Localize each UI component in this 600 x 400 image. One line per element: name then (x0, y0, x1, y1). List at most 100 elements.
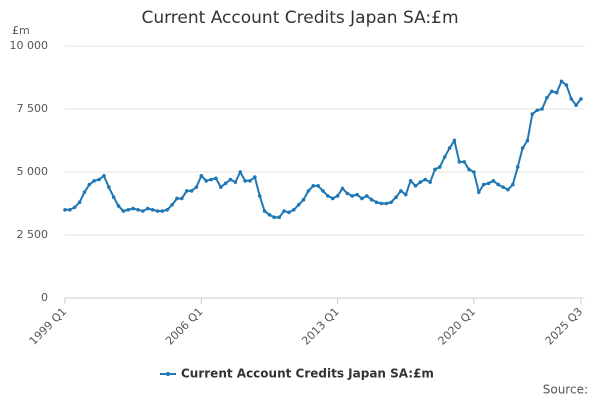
data-point (540, 107, 544, 111)
data-point (243, 179, 247, 183)
data-point (369, 197, 374, 202)
data-point (107, 185, 111, 189)
data-point (365, 194, 369, 198)
data-point (199, 173, 204, 178)
data-point (102, 173, 106, 178)
data-point (306, 189, 311, 193)
y-unit: £m (12, 24, 30, 37)
data-point (413, 184, 418, 188)
data-point (63, 208, 67, 212)
data-point (68, 208, 72, 212)
data-point (131, 206, 135, 211)
data-point (559, 79, 564, 84)
data-point (374, 200, 379, 205)
data-point (491, 179, 496, 183)
data-point (248, 179, 252, 183)
data-point (340, 186, 345, 191)
data-point (155, 209, 160, 213)
data-point (360, 196, 364, 201)
data-point (511, 182, 515, 187)
data-point (209, 177, 213, 182)
data-point (476, 190, 481, 194)
data-point (423, 177, 428, 182)
data-point (277, 215, 281, 220)
data-point (330, 196, 335, 201)
data-point (136, 208, 140, 212)
data-point (170, 202, 174, 207)
data-point (569, 97, 574, 101)
data-point (399, 189, 403, 193)
data-point (496, 182, 501, 187)
data-point (189, 189, 194, 193)
data-point (428, 180, 432, 184)
data-point (545, 95, 549, 100)
x-tick-label: 1999 Q1 (27, 305, 70, 348)
source: Source: (543, 383, 588, 397)
x-tick-label: 2020 Q1 (436, 305, 479, 348)
data-point (311, 184, 316, 188)
data-point (394, 195, 398, 199)
data-point (218, 185, 223, 189)
data-point (160, 209, 165, 213)
data-point (442, 155, 447, 159)
data-point (184, 189, 189, 193)
data-point (301, 197, 306, 202)
data-point (486, 181, 491, 186)
data-point (204, 179, 208, 183)
data-point (438, 165, 442, 169)
data-point (389, 200, 393, 205)
data-point (564, 83, 569, 87)
data-point (501, 185, 505, 189)
data-point (535, 108, 539, 113)
data-point (462, 160, 466, 164)
data-point (150, 208, 155, 212)
data-point (467, 167, 471, 172)
series-line (65, 79, 582, 219)
data-point (350, 194, 355, 198)
data-point (233, 180, 238, 184)
y-tick-label: 0 (41, 291, 48, 304)
data-point (520, 146, 525, 150)
data-point (326, 194, 330, 198)
data-point (97, 177, 101, 182)
x-tick-label: 2013 Q1 (299, 305, 342, 348)
y-tick-label: 10 000 (10, 39, 49, 52)
data-point (579, 97, 583, 101)
data-point (452, 138, 457, 143)
data-point (316, 184, 320, 188)
chart-title: Current Account Credits Japan SA:£m (141, 8, 458, 28)
y-tick-label: 2 500 (17, 228, 49, 241)
data-point (126, 208, 131, 212)
data-point (525, 138, 530, 143)
data-point (72, 205, 77, 210)
data-point (433, 167, 437, 172)
data-point (262, 209, 267, 213)
data-point (145, 206, 150, 211)
data-point (418, 180, 423, 184)
data-point (77, 200, 82, 205)
data-point (267, 213, 272, 217)
data-point (82, 190, 87, 194)
data-point (116, 204, 121, 208)
data-point (321, 189, 325, 193)
data-point (472, 170, 476, 174)
data-point (574, 103, 578, 108)
data-point (272, 215, 277, 220)
data-point (287, 210, 291, 215)
data-point (223, 181, 228, 186)
y-tick-label: 7 500 (17, 102, 49, 115)
y-tick-label: 5 000 (17, 165, 49, 178)
data-point (121, 209, 126, 213)
data-point (403, 192, 408, 197)
data-point (481, 182, 486, 187)
data-point (175, 196, 179, 201)
data-point (515, 165, 520, 169)
data-point (530, 112, 535, 116)
data-point (379, 201, 384, 206)
data-point (282, 209, 286, 213)
data-point (194, 185, 199, 189)
data-point (554, 90, 559, 95)
data-point (457, 160, 462, 164)
data-point (111, 195, 116, 199)
